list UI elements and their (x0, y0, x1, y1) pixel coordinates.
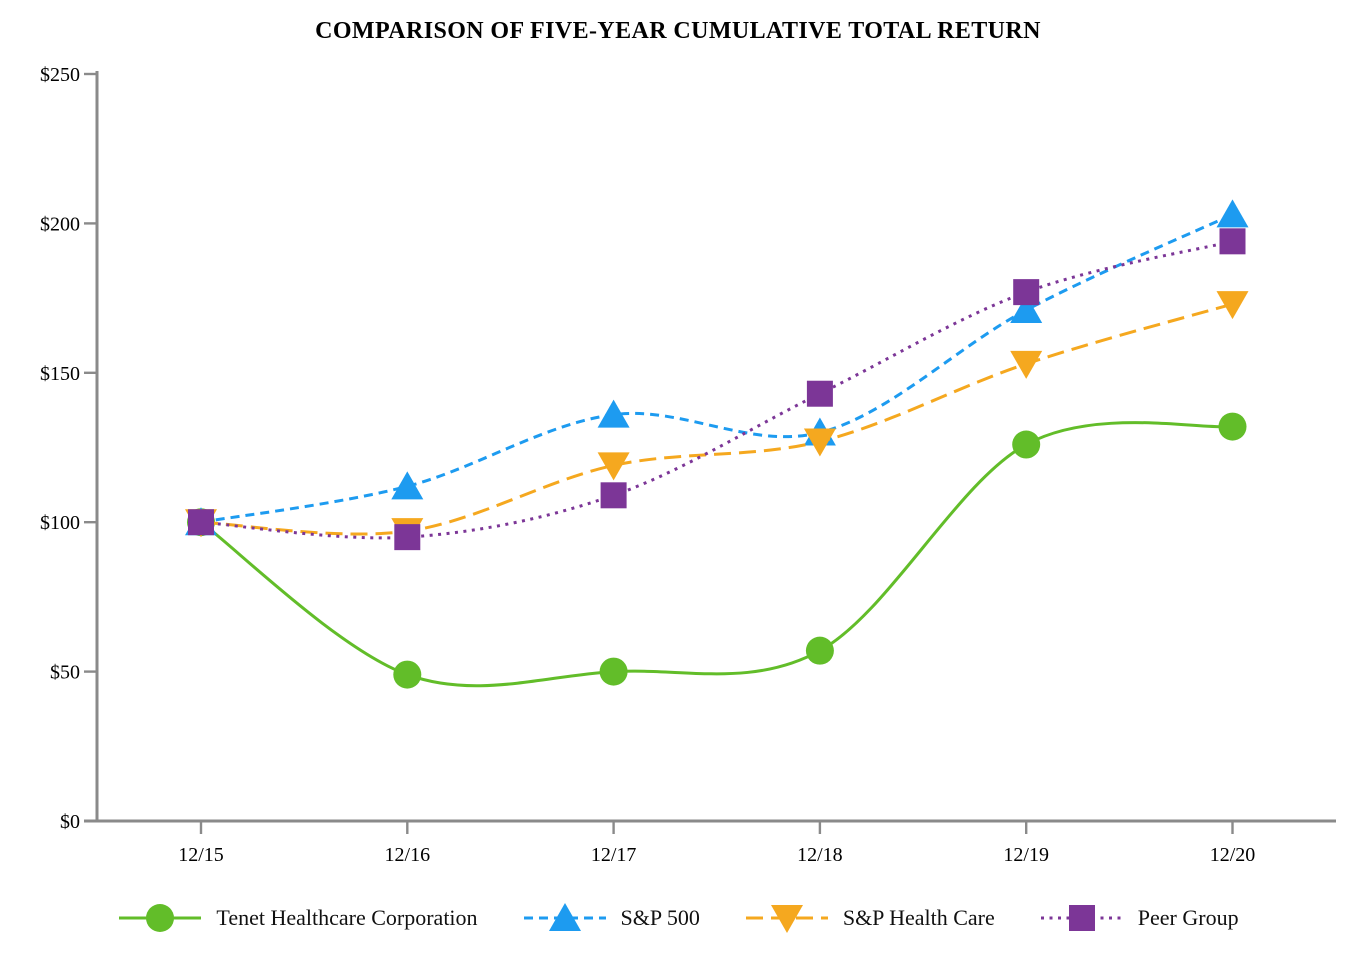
marker-tenet-healthcare-corporation-12-17 (599, 657, 628, 686)
performance-chart-canvas: $0 $50 $100 $150 $200 $250 12/15 12/16 12/17 12/1… (40, 64, 1336, 866)
legend-item-peer-group: Peer Group (1039, 900, 1239, 936)
marker-tenet-healthcare-corporation-12-19 (1012, 430, 1041, 459)
marker-peer-group-12-16 (394, 524, 421, 551)
chart-title: COMPARISON OF FIVE-YEAR CUMULATIVE TOTAL… (315, 18, 1041, 44)
series-line-tenet-healthcare-corporation (200, 421, 1233, 688)
legend-label-s-p-500: S&P 500 (620, 905, 700, 930)
x-tick-label: 12/18 (797, 844, 843, 866)
legend-label-tenet-healthcare-corporation: Tenet Healthcare Corporation (216, 905, 478, 930)
series-line-s-p-health-care (200, 302, 1233, 536)
legend-marker-peer-group-icon (1040, 905, 1123, 931)
legend-glyph-tenet-healthcare-corporation-icon (146, 904, 175, 932)
marker-s-p-health-care-12-18 (803, 428, 836, 457)
legend-marker-s-p-health-care-icon (745, 905, 828, 933)
x-tick-label: 12/20 (1210, 844, 1256, 866)
marker-tenet-healthcare-corporation-12-18 (805, 636, 834, 665)
marker-s-p-500-12-16 (391, 471, 424, 500)
marker-peer-group-12-19 (1013, 279, 1040, 306)
legend-label-s-p-health-care: S&P Health Care (842, 905, 995, 930)
x-tick-label: 12/16 (385, 844, 431, 866)
y-tick-label: $0 (60, 811, 80, 833)
y-tick-label: $200 (40, 213, 80, 235)
series-line-s-p-500 (200, 213, 1234, 524)
x-tick-label: 12/19 (1003, 844, 1049, 866)
legend-marker-tenet-healthcare-corporation-icon (119, 904, 202, 932)
marker-s-p-health-care-12-20 (1216, 291, 1249, 320)
legend-glyph-peer-group-icon (1068, 905, 1095, 931)
marker-s-p-500-12-20 (1216, 199, 1249, 228)
marker-tenet-healthcare-corporation-12-20 (1218, 412, 1247, 441)
legend-item-s-p-health-care: S&P Health Care (744, 900, 995, 936)
y-tick-label: $250 (40, 64, 80, 86)
chart-legend: Tenet Healthcare Corporation S&P 500 S&P H… (0, 892, 1356, 944)
legend-item-s-p-500: S&P 500 (522, 900, 700, 936)
series-s-p-health-care (185, 291, 1249, 547)
y-tick-label: $100 (40, 512, 80, 534)
legend-glyph-s-p-500-icon (548, 903, 581, 931)
x-tick-label: 12/17 (591, 844, 637, 866)
y-tick-label: $50 (50, 662, 80, 684)
marker-peer-group-12-18 (806, 380, 833, 407)
series-peer-group (188, 228, 1246, 551)
marker-s-p-health-care-12-17 (597, 452, 630, 481)
marker-peer-group-12-20 (1219, 228, 1246, 255)
marker-peer-group-12-17 (600, 482, 627, 509)
legend-label-peer-group: Peer Group (1137, 905, 1239, 930)
series-line-peer-group (200, 239, 1233, 540)
x-tick-label: 12/15 (178, 844, 224, 866)
marker-s-p-500-12-17 (597, 399, 630, 428)
marker-tenet-healthcare-corporation-12-16 (393, 660, 422, 689)
marker-s-p-500-12-19 (1010, 295, 1043, 324)
legend-glyph-s-p-health-care-icon (770, 905, 803, 933)
series-s-p-500 (185, 199, 1249, 536)
legend-item-tenet-healthcare-corporation: Tenet Healthcare Corporation (117, 900, 478, 936)
legend-marker-s-p-500-icon (523, 903, 606, 931)
marker-peer-group-12-15 (188, 509, 214, 536)
y-tick-label: $150 (40, 363, 80, 385)
marker-s-p-health-care-12-19 (1010, 350, 1043, 379)
